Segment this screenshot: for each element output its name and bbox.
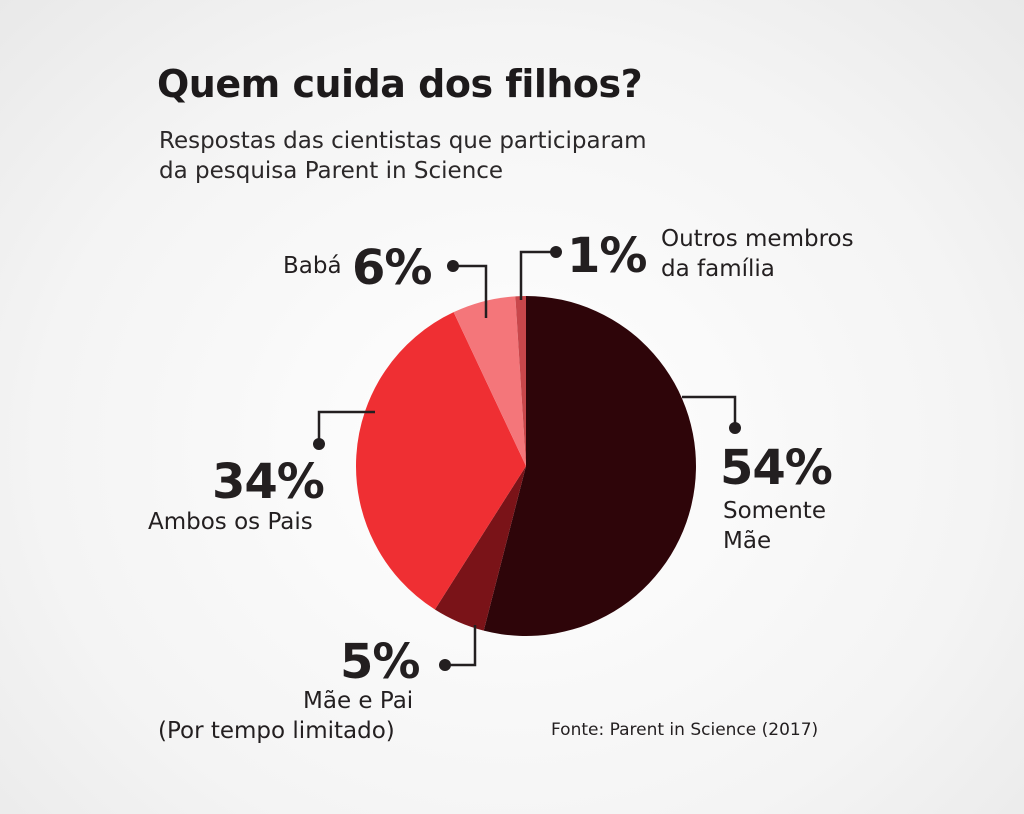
data-label-baba-value: 6% <box>352 240 432 296</box>
data-label-ambos-os-pais-value: 34% <box>212 454 325 510</box>
subtitle-line-2: da pesquisa Parent in Science <box>159 158 504 184</box>
label-line: da família <box>661 256 775 282</box>
leader-outros <box>519 250 553 300</box>
leader-dot-mae-e-pai <box>439 659 451 671</box>
leader-ambos-os-pais <box>317 410 375 440</box>
leader-baba <box>456 264 488 318</box>
pie-slice-1 <box>434 466 526 631</box>
data-label-somente-mae: Somente Mãe <box>723 496 826 556</box>
leader-dot-somente-mae <box>729 422 741 434</box>
source-note: Fonte: Parent in Science (2017) <box>551 720 819 740</box>
data-label-baba: Babá <box>283 253 342 279</box>
subtitle-line-1: Respostas das cientistas que participara… <box>159 128 647 154</box>
data-label-outros-value: 1% <box>567 228 647 284</box>
leader-somente-mae <box>682 395 737 425</box>
pie-slices <box>355 296 696 636</box>
label-line: Mãe <box>723 528 772 554</box>
chart-subtitle: Respostas das cientistas que participara… <box>159 126 759 186</box>
leader-dot-ambos-os-pais <box>313 438 325 450</box>
pie-slice-3 <box>453 296 526 466</box>
label-line: (Por tempo limitado) <box>158 718 395 744</box>
data-label-mae-e-pai-value: 5% <box>340 634 420 690</box>
pie-slice-4 <box>515 296 526 466</box>
chart-title: Quem cuida dos filhos? <box>157 62 643 106</box>
data-label-somente-mae-value: 54% <box>720 440 833 496</box>
leader-dot-baba <box>447 260 459 272</box>
data-label-mae-e-pai: Mãe e Pai (Por tempo limitado) <box>158 686 414 746</box>
data-label-ambos-os-pais: Ambos os Pais <box>148 509 313 535</box>
data-label-outros: Outros membros da família <box>661 224 854 284</box>
leader-mae-e-pai <box>447 625 477 667</box>
label-line: Somente <box>723 498 826 524</box>
pie-slice-0 <box>483 296 696 636</box>
label-line: Mãe e Pai <box>303 688 414 714</box>
pie-slice-2 <box>355 312 526 610</box>
leader-dot-outros <box>550 246 562 258</box>
label-line: Outros membros <box>661 226 854 252</box>
leader-lines <box>313 246 741 671</box>
